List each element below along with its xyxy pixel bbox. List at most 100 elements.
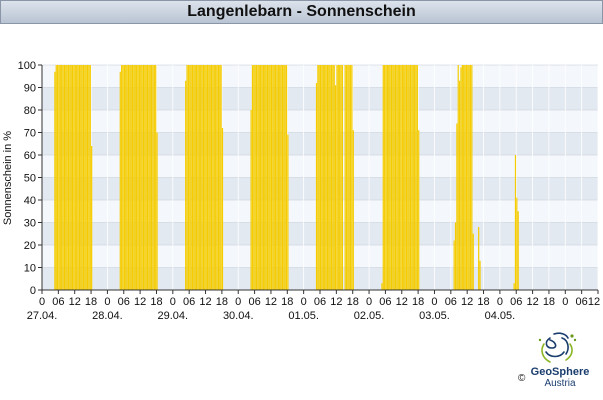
x-tick-label: 0 <box>104 296 110 308</box>
sunshine-bar <box>258 65 260 290</box>
sunshine-bar <box>272 65 274 290</box>
sunshine-bar <box>460 67 462 290</box>
x-tick-label: 06 <box>118 296 130 308</box>
y-tick-label: 80 <box>24 105 36 117</box>
sunshine-bar <box>320 65 322 290</box>
sunshine-bar <box>146 65 149 290</box>
sunshine-bar <box>54 71 56 290</box>
x-tick-label: 12 <box>461 296 473 308</box>
x-tick-label: 06 <box>183 296 195 308</box>
sunshine-bar <box>382 65 384 290</box>
sunshine-bar <box>513 283 515 290</box>
sunshine-bar <box>322 65 324 290</box>
x-day-label: 02.05. <box>354 310 385 322</box>
x-day-label: 28.04. <box>92 310 123 322</box>
sunshine-bar <box>137 65 139 290</box>
sunshine-bar <box>138 65 140 290</box>
sunshine-bar <box>454 222 457 290</box>
x-tick-label: 06 <box>52 296 64 308</box>
sunshine-bar <box>404 65 406 290</box>
sunshine-bar <box>65 65 67 290</box>
sunshine-bar <box>408 65 410 290</box>
x-day-label: 04.05. <box>485 310 516 322</box>
sunshine-bar <box>401 65 403 290</box>
sunshine-bar <box>478 227 480 290</box>
sunshine-bar <box>250 110 252 290</box>
sunshine-bar <box>153 65 155 290</box>
sunshine-bar <box>396 65 398 290</box>
sunshine-bar <box>469 65 472 290</box>
sunshine-bar <box>58 65 60 290</box>
sunshine-bar <box>125 65 127 290</box>
sunshine-bar <box>62 65 64 290</box>
x-day-label: 01.05. <box>288 310 319 322</box>
sunshine-bar <box>337 65 339 290</box>
sunshine-bar <box>85 65 87 290</box>
logo-name: GeoSphere <box>530 366 590 378</box>
sunshine-bar <box>185 80 187 290</box>
sunshine-bar <box>191 65 194 290</box>
sunshine-bar <box>220 65 222 290</box>
sunshine-bar <box>325 65 327 290</box>
x-tick-label: 12 <box>330 296 342 308</box>
sunshine-bar <box>78 65 80 290</box>
sunshine-bar <box>330 65 333 290</box>
x-day-label: 27.04. <box>27 310 58 322</box>
geosphere-logo: GeoSphere Austria <box>520 330 600 396</box>
x-tick-label: 18 <box>543 296 555 308</box>
sunshine-bar <box>66 65 68 290</box>
sunshine-bar <box>156 132 158 290</box>
sunshine-bar <box>277 65 279 290</box>
sunshine-bar <box>84 65 86 290</box>
x-tick-label: 0 <box>431 296 437 308</box>
bars <box>54 65 519 290</box>
sunshine-bar <box>317 65 319 290</box>
x-tick-label: 06 <box>576 296 588 308</box>
chart-title: Langenlebarn - Sonnenschein <box>0 0 603 24</box>
sunshine-bar <box>332 65 334 290</box>
y-tick-label: 100 <box>18 60 36 72</box>
sunshine-bar <box>351 65 353 290</box>
sunshine-bar <box>155 65 157 290</box>
y-tick-label: 70 <box>24 128 36 140</box>
sunshine-bar <box>471 65 473 290</box>
sunshine-bar <box>324 65 326 290</box>
logo-subtitle: Austria <box>544 378 576 389</box>
y-tick-label: 10 <box>24 263 36 275</box>
x-tick-label: 0 <box>497 296 503 308</box>
sunshine-bar <box>321 65 323 290</box>
x-tick-label: 18 <box>216 296 228 308</box>
sunshine-bar <box>352 130 354 290</box>
x-tick-label: 06 <box>510 296 522 308</box>
sunshine-bar <box>71 65 74 290</box>
sunshine-bar <box>279 65 281 290</box>
sunshine-bar <box>261 65 263 290</box>
sunshine-bar <box>516 197 518 290</box>
sunshine-bar <box>129 65 131 290</box>
geosphere-logo-icon <box>538 332 577 363</box>
sunshine-bar <box>390 65 393 290</box>
sunshine-bar <box>59 65 61 290</box>
x-tick-label: 12 <box>526 296 538 308</box>
sunshine-bar <box>73 65 75 290</box>
sunshine-bar <box>329 65 331 290</box>
sunshine-bar <box>457 65 459 290</box>
sunshine-bar <box>285 65 288 290</box>
sunshine-bar <box>385 65 387 290</box>
y-axis-ticks: 0 10 20 30 40 50 60 70 80 90 100 <box>18 60 42 297</box>
x-tick-label: 0 <box>235 296 241 308</box>
sunshine-bar <box>140 65 142 290</box>
sunshine-bar <box>206 65 209 290</box>
x-tick-label: 0 <box>366 296 372 308</box>
sunshine-bar <box>514 155 517 290</box>
sunshine-bar <box>121 65 123 290</box>
sunshine-bar <box>202 65 205 290</box>
sunshine-bar <box>334 85 337 290</box>
sunshine-bar <box>268 65 270 290</box>
x-tick-label: 06 <box>379 296 391 308</box>
sunshine-bar <box>142 65 145 290</box>
sunshine-bar <box>283 65 285 290</box>
sunshine-bar <box>341 65 344 290</box>
sunshine-bar <box>212 65 214 290</box>
sunshine-bar <box>144 65 146 290</box>
